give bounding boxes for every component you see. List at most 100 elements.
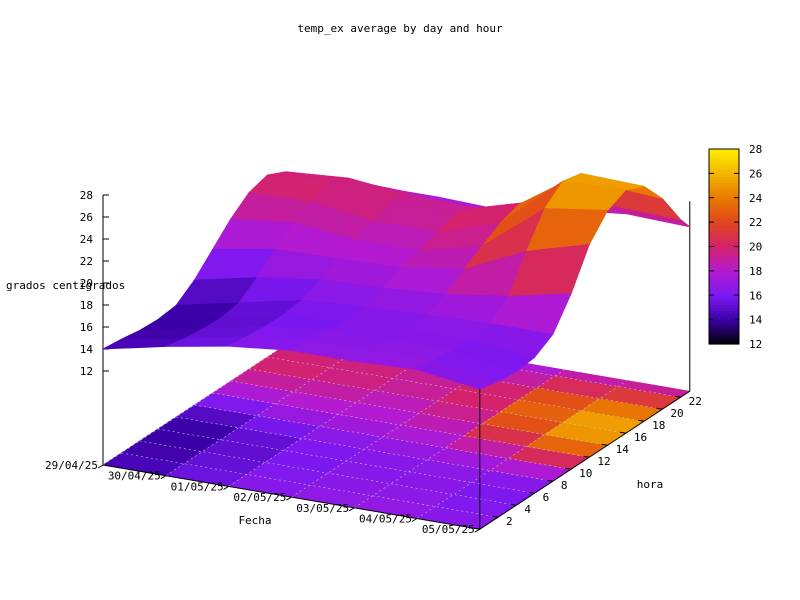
y-tick-label: 2 xyxy=(506,515,513,528)
y-axis-line xyxy=(479,390,691,530)
base-grid-line xyxy=(228,348,439,487)
colorbar-segment xyxy=(709,337,739,342)
colorbar-segment xyxy=(709,307,739,312)
colorbar-segment xyxy=(709,185,739,190)
base-grid-line xyxy=(249,368,626,434)
colorbar-segment xyxy=(709,152,739,156)
y-tick-label: 4 xyxy=(524,503,531,516)
y-axis-tick xyxy=(656,407,663,410)
colorbar-segment xyxy=(709,298,739,302)
colorbar-segment xyxy=(709,246,739,251)
base-grid-line xyxy=(212,392,590,458)
colorbar-segment xyxy=(709,225,739,229)
x-tick-label: 02/05/25 xyxy=(233,491,286,504)
colorbar-segment xyxy=(709,203,739,208)
colorbar-tick-label: 20 xyxy=(749,241,762,254)
colorbar-segment xyxy=(709,325,739,330)
colorbar-segment xyxy=(709,228,739,232)
colorbar-tick-label: 22 xyxy=(749,216,762,229)
colorbar-segment xyxy=(709,231,739,235)
colorbar-segment xyxy=(709,209,739,214)
colorbar-segment xyxy=(709,261,739,266)
x-axis-tick xyxy=(160,475,167,480)
colorbar-segment xyxy=(709,276,739,281)
y-axis-tick xyxy=(583,455,590,458)
colorbar-segment xyxy=(709,188,739,193)
y-axis-tick xyxy=(528,491,535,494)
colorbar-tick-label: 12 xyxy=(749,338,762,351)
colorbar-segment xyxy=(709,273,739,278)
chart-title: temp_ex average by day and hour xyxy=(297,22,503,35)
colorbar-tick-label: 14 xyxy=(749,314,763,327)
colorbar-tick-label: 28 xyxy=(749,143,762,156)
y-axis-tick xyxy=(601,443,608,446)
z-tick-label: 24 xyxy=(80,233,94,246)
z-axis-label: grados centigrados xyxy=(6,279,125,292)
colorbar-segment xyxy=(709,289,739,293)
x-tick-label: 30/04/25 xyxy=(108,470,161,483)
colorbar-segment xyxy=(709,310,739,315)
colorbar-segment xyxy=(709,149,739,153)
colorbar-segment xyxy=(709,319,739,324)
x-axis-tick xyxy=(223,485,229,490)
base-grid-line xyxy=(139,440,517,506)
x-tick-label: 04/05/25 xyxy=(359,513,412,526)
colorbar-segment xyxy=(709,295,739,299)
z-tick-label: 16 xyxy=(80,321,93,334)
base-grid-line xyxy=(165,337,376,476)
z-tick-label: 14 xyxy=(80,343,94,356)
z-tick-label: 18 xyxy=(80,299,93,312)
z-tick-label: 12 xyxy=(80,365,93,378)
colorbar-segment xyxy=(709,316,739,321)
colorbar-segment xyxy=(709,237,739,242)
y-axis-tick xyxy=(510,503,517,506)
y-axis-tick xyxy=(546,479,553,482)
colorbar-segment xyxy=(709,313,739,318)
colorbar-segment xyxy=(709,212,739,217)
x-axis-tick xyxy=(474,528,481,533)
y-tick-label: 20 xyxy=(670,407,683,420)
colorbar-segment xyxy=(709,170,739,174)
base-grid-line xyxy=(175,416,553,482)
colorbar-segment xyxy=(709,331,739,336)
colorbar-segment xyxy=(709,222,739,226)
colorbar-segment xyxy=(709,206,739,211)
x-axis-tick xyxy=(286,496,292,501)
colorbar-segment xyxy=(709,243,739,248)
x-axis-tick xyxy=(411,518,418,522)
y-axis-tick xyxy=(638,419,645,422)
colorbar-segment xyxy=(709,267,739,272)
colorbar-segment xyxy=(709,219,739,223)
colorbar-segment xyxy=(709,173,739,178)
colorbar-segment xyxy=(709,280,739,284)
colorbar-segment xyxy=(709,255,739,260)
y-tick-label: 18 xyxy=(652,419,665,432)
colorbar-segment xyxy=(709,249,739,254)
x-tick-label: 03/05/25 xyxy=(296,502,349,515)
colorbar-segment xyxy=(709,292,739,296)
colorbar-segment xyxy=(709,167,739,171)
colorbar-segment xyxy=(709,161,739,165)
y-axis-tick xyxy=(565,467,572,470)
colorbar-segment xyxy=(709,182,739,187)
colorbar-segment xyxy=(709,334,739,339)
y-tick-label: 22 xyxy=(689,395,702,408)
colorbar-segment xyxy=(709,328,739,333)
colorbar-tick-label: 26 xyxy=(749,167,762,180)
base-grid-line xyxy=(354,369,565,509)
colorbar-segment xyxy=(709,252,739,257)
x-axis-tick xyxy=(97,464,104,469)
z-tick-label: 20 xyxy=(80,277,93,290)
base-grid-line xyxy=(291,358,502,498)
y-tick-label: 16 xyxy=(634,431,647,444)
colorbar-segment xyxy=(709,258,739,263)
colorbar-segment xyxy=(709,340,739,345)
colorbar-segment xyxy=(709,264,739,269)
colorbar-segment xyxy=(709,197,739,202)
y-tick-label: 12 xyxy=(597,455,610,468)
z-tick-label: 28 xyxy=(80,189,93,202)
colorbar-segment xyxy=(709,301,739,305)
base-grid-line xyxy=(416,380,628,519)
y-tick-label: 10 xyxy=(579,467,592,480)
colorbar-segment xyxy=(709,234,739,238)
